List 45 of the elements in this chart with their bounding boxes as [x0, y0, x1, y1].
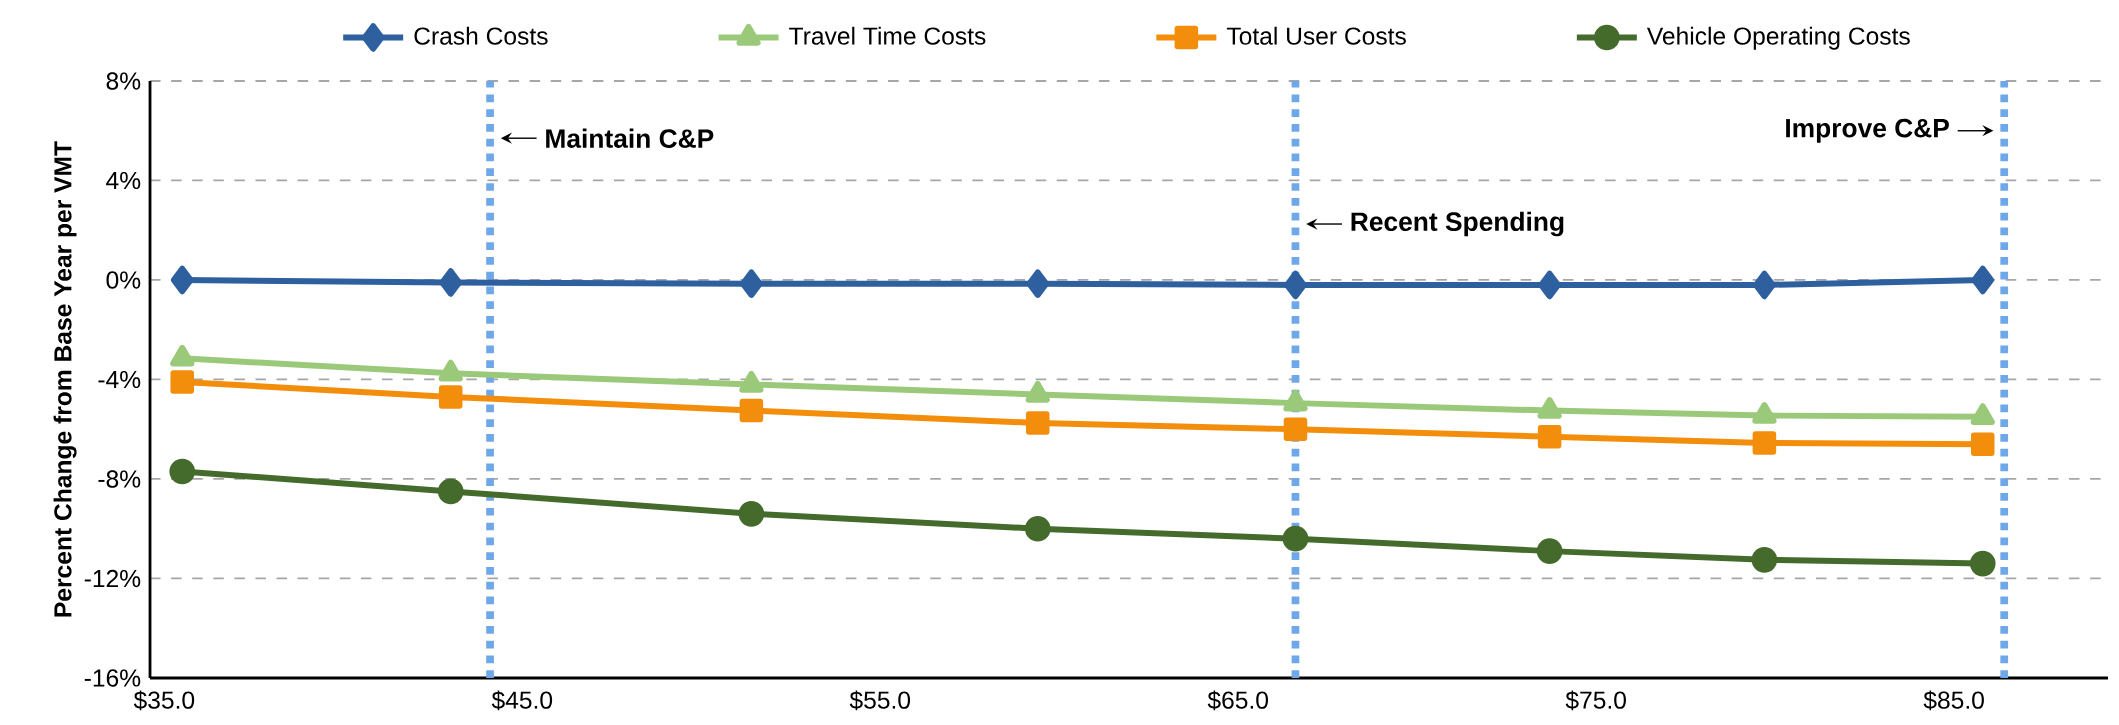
- x-tick-label: $75.0: [1565, 690, 1626, 711]
- y-tick-label: 4%: [106, 171, 141, 190]
- point: [437, 478, 464, 505]
- y-tick-label: -16%: [84, 669, 141, 687]
- y-tick-label: -8%: [98, 470, 141, 488]
- point: [170, 370, 195, 394]
- legend-label: Total User Costs: [1226, 26, 1406, 45]
- legend-label: Crash Costs: [414, 26, 548, 45]
- point: [1026, 269, 1050, 298]
- point: [739, 398, 764, 423]
- x-tick-label: $65.0: [1207, 690, 1269, 711]
- point: [1752, 270, 1776, 300]
- y-tick-label: -4%: [98, 370, 141, 389]
- x-tick-label: $45.0: [491, 690, 553, 711]
- point: [1536, 538, 1563, 564]
- y-axis-title: Percent Change from Base Year per VMT: [53, 141, 77, 617]
- point: [1283, 417, 1308, 442]
- point: [170, 265, 194, 295]
- point: [1538, 270, 1562, 300]
- x-tick-label: $35.0: [133, 690, 195, 711]
- point: [1971, 265, 1995, 295]
- y-tick-label: -12%: [84, 569, 141, 588]
- point: [1282, 525, 1309, 552]
- point: [1970, 432, 1995, 456]
- point: [1752, 431, 1777, 455]
- point: [1969, 550, 1996, 577]
- point: [1284, 270, 1307, 300]
- x-tick-label: $55.0: [849, 690, 911, 711]
- point: [739, 269, 763, 298]
- ref-line-label: Improve C&P: [1786, 118, 1949, 143]
- point: [1024, 515, 1051, 542]
- y-tick-label: 0%: [106, 271, 141, 289]
- point: [1537, 424, 1562, 449]
- legend-label: Travel Time Costs: [789, 26, 986, 45]
- ref-line-label: Recent Spending: [1351, 211, 1564, 237]
- point: [438, 385, 463, 409]
- point: [1751, 547, 1778, 573]
- point: [169, 458, 196, 485]
- point: [1025, 411, 1050, 435]
- ref-line-label: Maintain C&P: [546, 128, 714, 148]
- legend-label: Vehicle Operating Costs: [1646, 26, 1910, 50]
- y-tick-label: 8%: [106, 72, 141, 90]
- point: [738, 500, 765, 527]
- x-tick-label: $85.0: [1923, 690, 1984, 711]
- point: [439, 268, 463, 297]
